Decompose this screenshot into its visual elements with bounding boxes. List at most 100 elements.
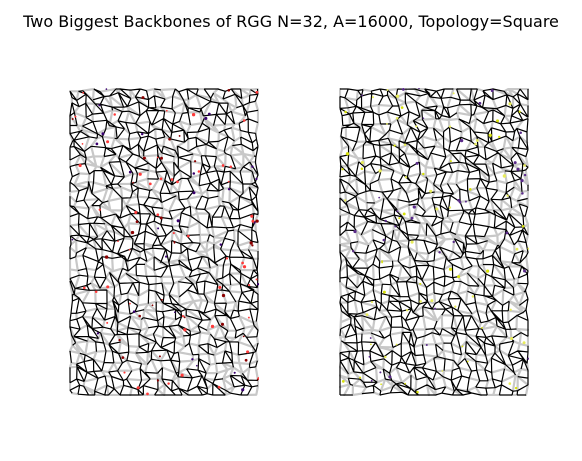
node-marker (242, 119, 246, 122)
node-marker (178, 134, 181, 137)
node-marker (82, 91, 85, 94)
node-marker (368, 355, 371, 358)
node-marker (244, 358, 248, 362)
node-marker (74, 115, 77, 118)
node-marker (452, 92, 455, 95)
node-marker (227, 88, 231, 92)
node-marker (415, 125, 418, 128)
node-marker (191, 358, 194, 361)
node-marker (218, 285, 222, 289)
node-marker (255, 177, 258, 181)
node-marker (415, 161, 419, 165)
node-marker (513, 161, 517, 165)
node-marker (370, 301, 374, 304)
node-marker (449, 160, 452, 163)
node-marker (361, 94, 363, 97)
node-marker (402, 212, 406, 216)
node-marker (253, 221, 256, 224)
node-marker (496, 119, 499, 123)
node-marker (221, 164, 225, 167)
node-marker (251, 165, 254, 168)
node-marker (404, 176, 408, 179)
node-marker (520, 179, 524, 183)
node-marker (412, 205, 416, 209)
node-marker (183, 316, 186, 319)
node-marker (398, 217, 401, 220)
node-marker (498, 135, 501, 139)
node-marker (233, 371, 236, 374)
node-marker (474, 142, 477, 146)
node-marker (369, 337, 372, 339)
node-marker (430, 299, 434, 303)
node-marker (344, 110, 347, 114)
node-marker (250, 214, 254, 218)
node-marker (523, 269, 526, 273)
node-marker (518, 110, 521, 113)
node-marker (183, 328, 187, 332)
node-marker (118, 338, 121, 342)
node-marker (341, 168, 344, 171)
node-marker (394, 225, 397, 228)
node-marker (422, 172, 425, 176)
node-marker (419, 282, 422, 285)
node-marker (400, 106, 404, 109)
node-marker (71, 118, 74, 120)
node-marker (448, 125, 452, 128)
node-marker (148, 182, 152, 186)
node-marker (378, 196, 381, 199)
node-marker (123, 371, 126, 374)
node-marker (160, 298, 163, 301)
node-marker (485, 269, 490, 273)
node-marker (459, 138, 464, 143)
node-marker (505, 231, 509, 235)
node-marker (448, 206, 452, 209)
node-marker (172, 232, 175, 235)
node-marker (98, 104, 101, 107)
node-marker (454, 305, 457, 308)
node-marker (95, 142, 99, 146)
node-marker (176, 219, 180, 223)
node-marker (94, 290, 98, 293)
node-marker (478, 101, 482, 105)
node-marker (159, 177, 163, 181)
node-marker (159, 216, 163, 220)
node-marker (509, 308, 512, 311)
node-marker (132, 310, 136, 313)
node-marker (510, 336, 514, 341)
node-marker (106, 285, 110, 289)
node-marker (170, 178, 174, 181)
node-markers-layer (71, 88, 259, 396)
node-marker (422, 117, 425, 119)
node-marker (180, 373, 184, 377)
node-marker (403, 143, 407, 146)
node-marker (113, 113, 116, 116)
node-marker (379, 371, 382, 374)
node-marker (195, 364, 198, 367)
node-marker (167, 382, 170, 385)
node-marker (197, 170, 201, 173)
node-marker (396, 210, 399, 213)
node-marker (429, 189, 433, 193)
node-marker (502, 174, 507, 178)
node-marker (168, 137, 171, 141)
node-marker (105, 88, 108, 90)
node-marker (522, 341, 526, 345)
node-marker (221, 293, 226, 298)
node-marker (384, 355, 387, 359)
node-marker (464, 200, 467, 203)
node-marker (370, 379, 373, 382)
node-marker (220, 322, 225, 326)
node-marker (438, 251, 441, 254)
node-marker (248, 284, 251, 287)
node-marker (132, 181, 134, 184)
unused-edges-layer (69, 88, 259, 396)
node-marker (416, 390, 419, 394)
node-marker (255, 90, 259, 94)
node-marker (490, 89, 494, 93)
node-marker (521, 225, 525, 228)
node-marker (249, 241, 253, 245)
node-marker (341, 380, 345, 383)
backbone-edges-layer (339, 88, 529, 396)
node-marker (227, 187, 231, 191)
node-marker (106, 140, 110, 144)
